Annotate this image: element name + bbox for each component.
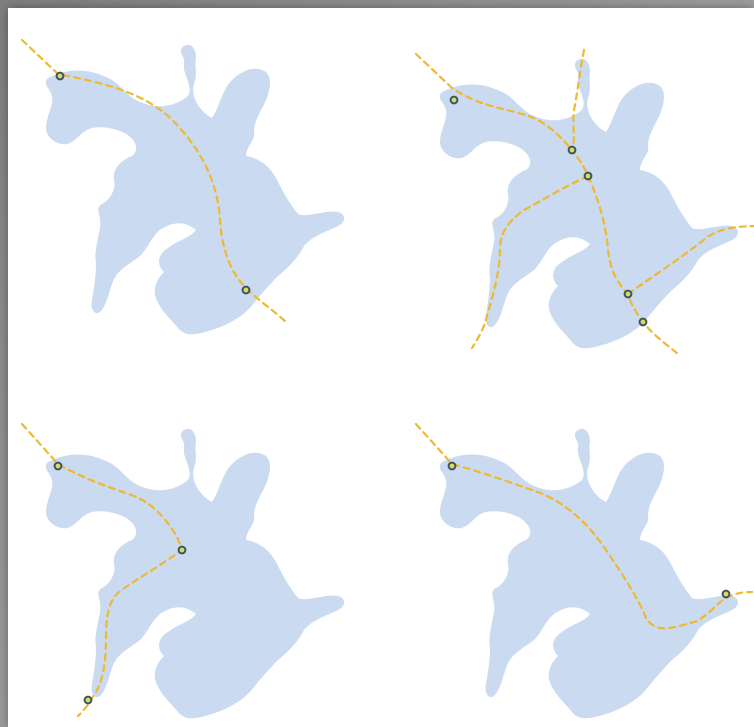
- node-2-1: [449, 95, 459, 105]
- lake-route-diagram: [20, 38, 754, 719]
- panel-4: [414, 422, 754, 719]
- panel-3: [20, 422, 344, 719]
- node-2-4: [623, 289, 633, 299]
- route-2-1: [414, 52, 574, 152]
- lake-shape-1: [45, 44, 344, 335]
- node-3-1: [53, 461, 63, 471]
- panel-1: [20, 38, 344, 335]
- figure-paper: [8, 8, 754, 727]
- lake-shape-2: [439, 58, 738, 349]
- node-2-3: [583, 171, 593, 181]
- route-3-1: [20, 422, 184, 718]
- node-2-2: [567, 145, 577, 155]
- node-1-1: [55, 71, 65, 81]
- node-4-2: [721, 589, 731, 599]
- node-3-2: [177, 545, 187, 555]
- node-2-5: [638, 317, 648, 327]
- node-3-3: [83, 695, 93, 705]
- route-2-3: [470, 174, 590, 350]
- lake-shape-4: [439, 428, 738, 719]
- route-2-4: [626, 224, 754, 296]
- lake-shape-3: [45, 428, 344, 719]
- node-4-1: [447, 461, 457, 471]
- node-1-2: [241, 285, 251, 295]
- panel-2: [414, 48, 754, 356]
